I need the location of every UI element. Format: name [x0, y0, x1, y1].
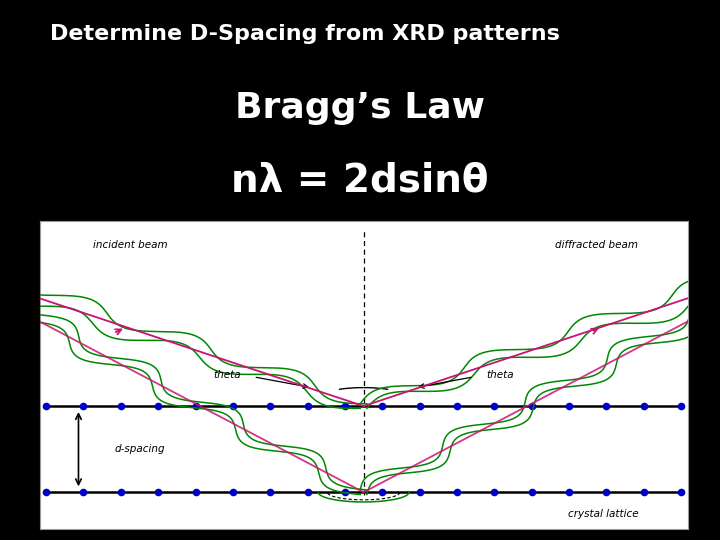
Text: nλ = 2dsinθ: nλ = 2dsinθ: [231, 162, 489, 200]
Text: incident beam: incident beam: [93, 240, 168, 250]
Text: crystal lattice: crystal lattice: [568, 509, 639, 519]
Text: d-spacing: d-spacing: [114, 444, 165, 454]
Text: diffracted beam: diffracted beam: [555, 240, 639, 250]
Text: Determine D-Spacing from XRD patterns: Determine D-Spacing from XRD patterns: [50, 24, 560, 44]
Text: theta: theta: [214, 370, 241, 380]
Text: Bragg’s Law: Bragg’s Law: [235, 91, 485, 125]
Text: theta: theta: [486, 370, 513, 380]
